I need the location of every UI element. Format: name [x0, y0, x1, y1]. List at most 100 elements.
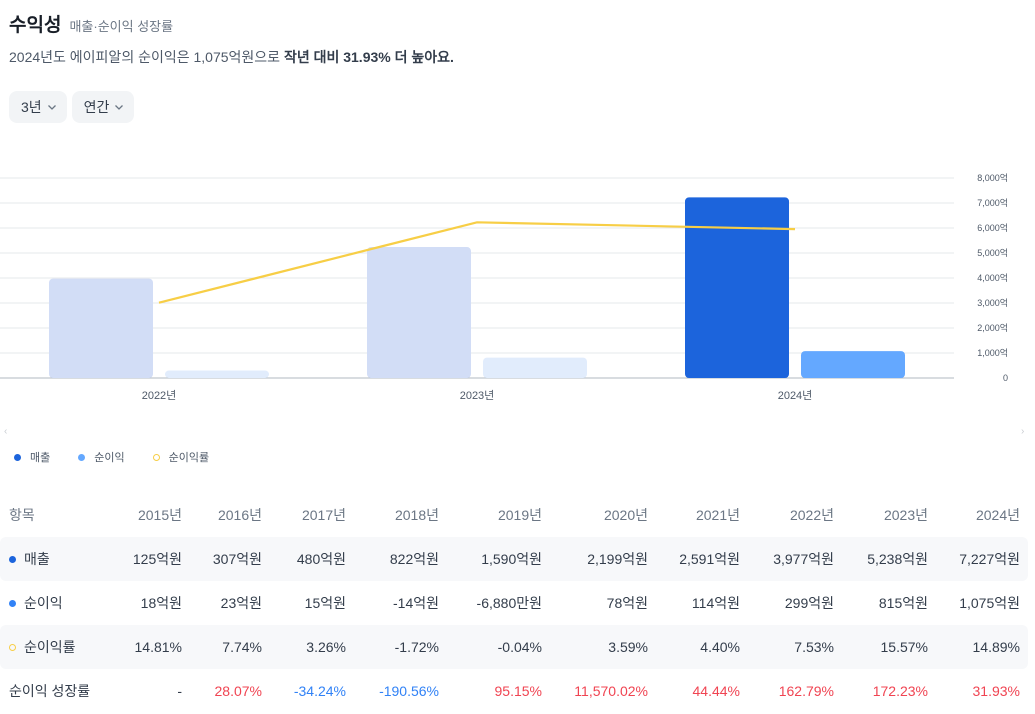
chevron-down-icon: [47, 105, 56, 110]
frequency-dropdown-label: 연간: [83, 99, 110, 115]
legend-marker: [152, 453, 160, 461]
table-cell: 3.26%: [306, 639, 346, 655]
x-tick-label: 2022년: [142, 389, 177, 402]
row-marker: [9, 599, 16, 607]
net-income-bar: [483, 357, 587, 378]
table-cell: 307억원: [212, 551, 262, 567]
table-cell: 2024년: [975, 507, 1020, 523]
legend-item[interactable]: 순이익: [78, 449, 125, 465]
y-tick-label: 0: [1003, 373, 1008, 383]
frequency-dropdown[interactable]: 연간: [71, 91, 135, 123]
table-cell: 1,075억원: [959, 595, 1020, 611]
table-cell: 2,199억원: [587, 551, 648, 567]
table-cell: 3,977억원: [773, 551, 834, 567]
table-cell: 2021년: [695, 507, 740, 523]
row-marker: [9, 643, 16, 651]
table-cell: 125억원: [132, 551, 182, 567]
table-cell: 31.93%: [972, 683, 1020, 699]
legend-item[interactable]: 매출: [14, 449, 50, 465]
table-cell: 2018년: [394, 507, 439, 523]
legend-label: 매출: [30, 452, 51, 464]
table-cell: 114억원: [691, 595, 740, 611]
table-cell: 2015년: [137, 507, 182, 523]
row-label: 순이익 성장률: [9, 681, 90, 701]
chart-prev-arrow[interactable]: ‹: [4, 426, 8, 437]
y-tick-label: 2,000억: [977, 322, 1008, 333]
section-title: 수익성: [9, 15, 62, 36]
section-subtitle: 매출·순이익 성장률: [69, 19, 174, 34]
profitability-chart: 0 1,000억 2,000억 3,000억 4,000억 5,000억 6,000억 7,0…: [0, 172, 1008, 402]
legend-item[interactable]: 순이익률: [152, 449, 210, 465]
net-income-bar: [165, 370, 269, 378]
table-cell: 7,227억원: [959, 551, 1020, 567]
table-header-row: 항목 2015년 2016년 2017년 2018년 2019년 2020년 2021년 202…: [0, 493, 1028, 537]
table-cell: 95.15%: [494, 683, 542, 699]
chart-legend: 매출 순이익 순이익률: [14, 449, 209, 465]
table-cell: 28.07%: [214, 683, 262, 699]
row-label-text: 매출: [24, 551, 50, 567]
legend-marker: [78, 453, 86, 461]
chart-next-arrow[interactable]: ›: [1021, 426, 1025, 437]
summary-highlight: 작년 대비 31.93% 더 높아요.: [283, 49, 454, 65]
y-tick-label: 7,000억: [977, 197, 1008, 208]
filter-bar: 3년 연간: [9, 91, 135, 123]
net-margin-line: [158, 221, 796, 304]
legend-label: 순이익: [94, 452, 125, 464]
table-cell: 23억원: [220, 595, 262, 611]
table-header-label: 항목: [9, 507, 35, 523]
y-tick-label: 1,000억: [977, 347, 1008, 358]
table-row: 순이익 성장률 - 28.07% -34.24% -190.56% 95.15% 11,57…: [0, 669, 1028, 713]
table-cell: 7.53%: [794, 639, 834, 655]
table-cell: 162.79%: [778, 683, 834, 699]
net-income-bar: [801, 351, 905, 378]
y-tick-label: 4,000억: [977, 272, 1008, 283]
table-cell: 2,591억원: [679, 551, 740, 567]
table-cell: 172.23%: [872, 683, 928, 699]
table-cell: 815억원: [878, 595, 928, 611]
table-row: 순이익 18억원 23억원 15억원 -14억원 -6,880만원 78억원 114억원 299…: [0, 581, 1028, 625]
y-tick-label: 3,000억: [977, 297, 1008, 308]
table-cell: 5,238억원: [867, 551, 928, 567]
y-tick-label: 5,000억: [977, 247, 1008, 258]
table-cell: 2016년: [217, 507, 262, 523]
y-tick-label: 6,000억: [977, 222, 1008, 233]
summary-text: 2024년도 에이피알의 순이익은 1,075억원으로 작년 대비 31.93%…: [9, 47, 454, 67]
table-cell: -1.72%: [394, 639, 439, 655]
table-cell: 299억원: [784, 595, 834, 611]
table-row: 매출 125억원 307억원 480억원 822억원 1,590억원 2,199억원 2,59…: [0, 537, 1028, 581]
revenue-bar: [685, 197, 789, 378]
table-cell: 78억원: [606, 595, 648, 611]
x-tick-label: 2023년: [460, 389, 495, 402]
period-dropdown[interactable]: 3년: [9, 91, 67, 123]
table-row: 순이익률 14.81% 7.74% 3.26% -1.72% -0.04% 3.59% 4.4…: [0, 625, 1028, 669]
revenue-bar: [367, 247, 471, 378]
table-cell: 15.57%: [880, 639, 928, 655]
table-cell: -190.56%: [379, 683, 439, 699]
table-cell: -6,880만원: [476, 595, 542, 611]
row-label-text: 순이익: [24, 595, 63, 611]
table-cell: 18억원: [140, 595, 182, 611]
period-dropdown-label: 3년: [21, 99, 42, 115]
chevron-down-icon: [115, 105, 124, 110]
row-label-text: 순이익률: [24, 639, 76, 655]
y-tick-label: 8,000억: [977, 172, 1008, 183]
table-cell: -14억원: [393, 595, 439, 611]
row-marker: [9, 555, 16, 563]
table-cell: -0.04%: [497, 639, 542, 655]
section-header: 수익성 매출·순이익 성장률: [9, 10, 173, 37]
table-cell: 4.40%: [700, 639, 740, 655]
table-cell: 2022년: [789, 507, 834, 523]
row-label: 순이익률: [9, 637, 76, 657]
x-tick-label: 2024년: [778, 389, 813, 402]
row-label: 매출: [9, 549, 50, 569]
legend-label: 순이익률: [168, 452, 210, 464]
table-cell: 480억원: [296, 551, 346, 567]
table-cell: 1,590억원: [481, 551, 542, 567]
table-cell: 2019년: [497, 507, 542, 523]
table-cell: 14.81%: [134, 639, 182, 655]
legend-marker: [14, 453, 21, 461]
table-cell: 14.89%: [972, 639, 1020, 655]
row-label-text: 순이익 성장률: [9, 683, 91, 699]
row-label: 순이익: [9, 593, 63, 613]
table-cell: -34.24%: [293, 683, 346, 699]
